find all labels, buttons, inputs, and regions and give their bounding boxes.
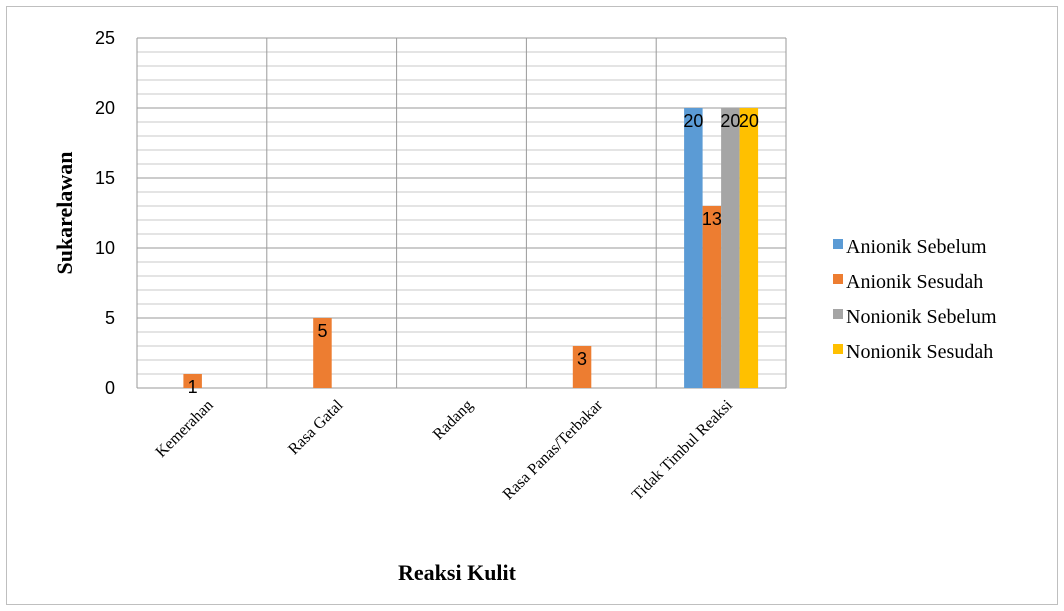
bar [684, 108, 703, 388]
x-tick-label: Tidak Timbul Reaksi [629, 396, 737, 504]
data-label: 1 [188, 377, 198, 397]
legend-swatch [833, 274, 843, 284]
legend-label: Nonionik Sebelum [846, 306, 997, 328]
bar [572, 346, 592, 388]
legend-label: Nonionik Sesudah [846, 341, 993, 363]
y-tick-label: 10 [95, 238, 115, 258]
x-tick-label: Radang [430, 397, 477, 444]
data-label: 20 [720, 111, 740, 131]
data-label: 5 [317, 321, 327, 341]
legend-swatch [833, 344, 843, 354]
legend-label: Anionik Sesudah [846, 271, 983, 293]
chart-frame [6, 6, 1058, 605]
bar [739, 108, 759, 388]
data-label: 13 [702, 209, 722, 229]
chart-bars [183, 108, 759, 388]
y-tick-label: 20 [95, 98, 115, 118]
legend: Anionik Sebelum Anionik Sesudah Nonionik S… [833, 236, 997, 363]
bar [702, 206, 722, 388]
chart-grid [136, 37, 787, 389]
data-label: 3 [577, 349, 587, 369]
x-axis-title: Reaksi Kulit [398, 560, 517, 585]
legend-label: Anionik Sebelum [846, 236, 987, 258]
y-axis-title: Sukarelawan [52, 151, 77, 274]
y-tick-label: 15 [95, 168, 115, 188]
data-label: 20 [683, 111, 703, 131]
bar [183, 374, 202, 388]
legend-swatch [833, 309, 843, 319]
x-tick-label: Rasa Panas/Terbakar [500, 396, 607, 503]
data-label: 20 [739, 111, 759, 131]
x-tick-label: Rasa Gatal [285, 396, 347, 458]
bar [721, 108, 740, 388]
x-tick-label: Kemerahan [153, 397, 217, 461]
bar [313, 318, 332, 388]
legend-swatch [833, 239, 843, 249]
x-axis-ticks: Kemerahan Rasa Gatal Radang Rasa Panas/Terb… [153, 396, 737, 504]
y-axis-ticks: 0 5 10 15 20 25 [95, 28, 115, 398]
y-tick-label: 0 [105, 378, 115, 398]
y-tick-label: 25 [95, 28, 115, 48]
y-tick-label: 5 [105, 308, 115, 328]
